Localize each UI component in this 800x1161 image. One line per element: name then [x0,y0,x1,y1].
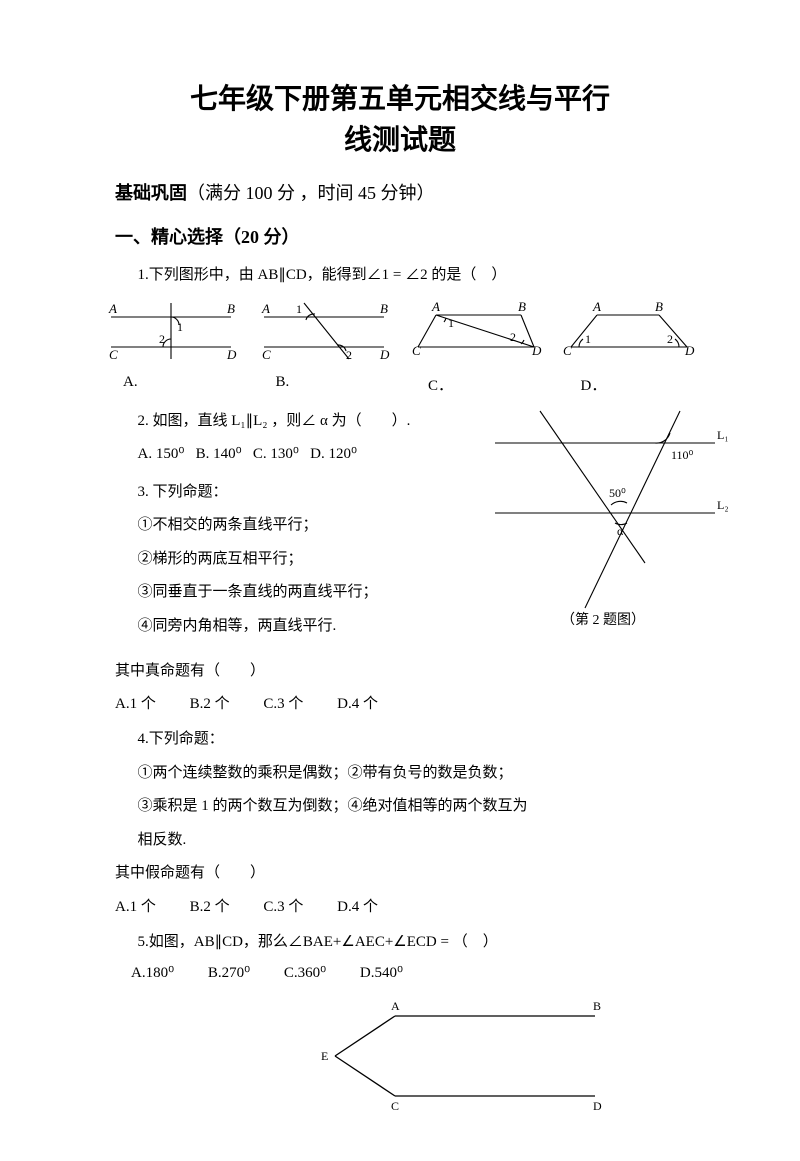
ang-2: 2 [346,348,352,362]
ang-1: 1 [585,332,591,346]
q1-opt-b: B. [248,374,401,395]
subtitle-rest: （满分 100 分 ，时间 45 分钟） [187,183,435,203]
q1-diagram-row: A B C D 1 2 A B C D [95,297,705,370]
pt-a: A [108,301,117,316]
pt-d: D [593,1099,602,1113]
q2-opt-a: A. 150⁰ [138,446,185,462]
q4-tail: 其中假命题有（ ） [115,861,705,887]
ang-2: 2 [159,332,165,346]
q3-opts: A.1 个 B.2 个 C.3 个 D.4 个 [115,692,705,713]
pt-c: C [109,347,118,362]
q1-labels: A. B. C． D． [95,374,705,395]
ang-alpha: α [617,524,624,538]
q2-opt-b: B. 140⁰ [196,446,242,462]
q5-text: 5.如图，AB∥CD，那么∠BAE+∠AEC+∠ECD = （ ） [115,930,705,956]
pt-b: B [227,301,235,316]
pt-b: B [518,299,526,314]
q4-opt-a: A.1 个 [115,895,156,916]
pt-a: A [261,301,270,316]
pt-c: C [563,343,572,358]
q2-figure: L₁ L₂ 110⁰ 50⁰ α [475,403,735,628]
q1-fig-b: A B C D 1 2 [248,297,401,370]
q1-text: 1.下列图形中，由 AB∥CD，能得到∠1 = ∠2 的是（ ） [115,263,705,289]
q4-opt-c: C.3 个 [263,895,303,916]
q5-opts: A.180⁰ B.270⁰ C.360⁰ D.540⁰ [131,963,705,982]
subtitle: 基础巩固（满分 100 分 ，时间 45 分钟） [115,179,705,205]
q4-opt-b: B.2 个 [190,895,230,916]
q1-fig-c: A B C D 1 2 [400,297,553,370]
ang-1: 1 [296,302,302,316]
subtitle-bold: 基础巩固 [115,183,187,203]
q1-fig-a: A B C D 1 2 [95,297,248,370]
pt-c: C [262,347,271,362]
ang-110: 110⁰ [671,448,694,462]
pt-a: A [592,299,601,314]
ang-2: 2 [667,332,673,346]
pt-d: D [379,347,390,362]
ang-2: 2 [510,330,516,344]
pt-b: B [380,301,388,316]
pt-c: C [412,343,421,358]
q2-opt-c: C. 130⁰ [253,446,299,462]
q2-opt-d: D. 120⁰ [310,446,357,462]
q1-opt-c: C． [400,374,553,395]
q3-tail: 其中真命题有（ ） [115,659,705,685]
pt-a: A [431,299,440,314]
pt-c: C [391,1099,399,1113]
pt-b: B [655,299,663,314]
l2-label: L₂ [717,498,729,512]
pt-d: D [226,347,237,362]
page-title: 七年级下册第五单元相交线与平行 线测试题 [95,80,705,161]
pt-e: E [321,1049,328,1063]
title-line-1: 七年级下册第五单元相交线与平行 [190,84,610,115]
q5-opt-a: A.180⁰ [131,963,174,982]
l1-label: L₁ [717,428,729,442]
q5-opt-c: C.360⁰ [284,963,326,982]
q4-opts: A.1 个 B.2 个 C.3 个 D.4 个 [115,895,705,916]
q3-opt-d: D.4 个 [337,692,378,713]
q4-opt-d: D.4 个 [337,895,378,916]
q1-opt-a: A. [95,374,248,395]
section-1-heading: 一、精心选择（20 分） [115,223,705,249]
pt-a: A [391,999,400,1013]
ang-50: 50⁰ [609,486,626,500]
q4-line-1: ①两个连续整数的乘积是偶数；②带有负号的数是负数； [115,761,705,787]
q4-text: 4.下列命题： [115,727,705,753]
q4-line-2: ③乘积是 1 的两个数互为倒数；④绝对值相等的两个数互为 [115,794,705,820]
q5-opt-d: D.540⁰ [360,963,403,982]
ang-1: 1 [448,316,454,330]
q4-line-3: 相反数. [115,828,705,854]
q3-opt-c: C.3 个 [263,692,303,713]
ang-1: 1 [177,320,183,334]
q3-opt-a: A.1 个 [115,692,156,713]
title-line-2: 线测试题 [344,125,456,156]
pt-b: B [593,999,601,1013]
pt-d: D [684,343,695,358]
q2-caption: （第 2 题图） [561,609,645,629]
q5-figure: A B C D E [315,996,705,1121]
pt-d: D [531,343,542,358]
q3-opt-b: B.2 个 [190,692,230,713]
q1-fig-d: A B C D 1 2 [553,297,706,370]
q5-opt-b: B.270⁰ [208,963,250,982]
q1-opt-d: D． [553,374,706,395]
